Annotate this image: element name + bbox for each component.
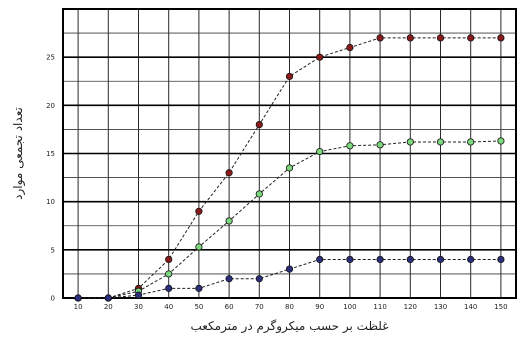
x-tick-label: 120 (404, 303, 417, 311)
series-2 (74, 255, 505, 302)
y-tick-label: 15 (46, 150, 55, 158)
data-point (316, 147, 324, 156)
plot-frame (62, 8, 517, 299)
data-point (436, 138, 445, 146)
x-tick-label: 130 (434, 303, 447, 311)
y-axis-label: تعداد تجمعی موارد (11, 107, 26, 200)
data-point (255, 275, 263, 283)
data-point (436, 34, 445, 42)
data-point (376, 255, 384, 264)
data-point (165, 255, 173, 264)
data-point (467, 138, 475, 146)
data-point (225, 169, 233, 177)
data-point (285, 164, 294, 172)
x-tick-label: 20 (104, 303, 113, 311)
data-point (316, 255, 324, 264)
y-tick-label: 0 (51, 295, 55, 303)
x-axis-label: غلظت بر حسب میکروگرم در مترمکعب (190, 319, 388, 334)
series-line (78, 37, 501, 299)
series (74, 34, 505, 302)
data-point (497, 137, 505, 145)
x-tick-label: 30 (134, 303, 143, 311)
y-tick-label: 25 (46, 54, 55, 62)
x-axis-ticks: 10 20 30 40 50 60 70 80 90 100 110 120 130 140 150 (74, 303, 508, 311)
data-point (346, 142, 354, 150)
data-point (165, 270, 173, 278)
x-tick-label: 70 (255, 303, 264, 311)
data-point (104, 294, 112, 302)
x-tick-label: 90 (315, 303, 324, 311)
data-point (195, 243, 203, 251)
data-point (195, 284, 203, 292)
y-tick-label: 20 (46, 102, 55, 110)
data-point (436, 255, 445, 264)
data-point (255, 121, 263, 129)
data-point (406, 34, 414, 42)
data-point (255, 190, 263, 198)
data-point (134, 291, 143, 299)
data-point (346, 255, 354, 264)
data-point (165, 284, 173, 292)
x-tick-label: 40 (164, 303, 173, 311)
data-point (74, 294, 82, 302)
data-point (497, 34, 505, 42)
x-tick-label: 150 (494, 303, 507, 311)
data-point (225, 275, 233, 283)
data-point (225, 217, 233, 225)
data-point (467, 255, 475, 264)
data-point (316, 53, 324, 61)
data-point (346, 43, 354, 52)
data-point (406, 255, 414, 264)
grid (63, 9, 516, 298)
data-point (285, 265, 294, 273)
x-tick-label: 50 (194, 303, 203, 311)
x-tick-label: 60 (225, 303, 234, 311)
x-tick-label: 140 (464, 303, 477, 311)
data-point (497, 255, 505, 264)
x-tick-label: 10 (74, 303, 83, 311)
x-tick-label: 100 (343, 303, 356, 311)
data-point (406, 138, 414, 146)
data-point (285, 72, 294, 81)
data-point (376, 34, 384, 42)
x-tick-label: 80 (285, 303, 294, 311)
data-point (195, 207, 203, 215)
data-point (467, 34, 475, 42)
y-axis-ticks: 0 5 10 15 20 25 (46, 54, 55, 303)
x-tick-label: 110 (373, 303, 386, 311)
y-tick-label: 10 (46, 198, 55, 206)
y-tick-label: 5 (51, 246, 55, 254)
data-point (376, 141, 384, 149)
